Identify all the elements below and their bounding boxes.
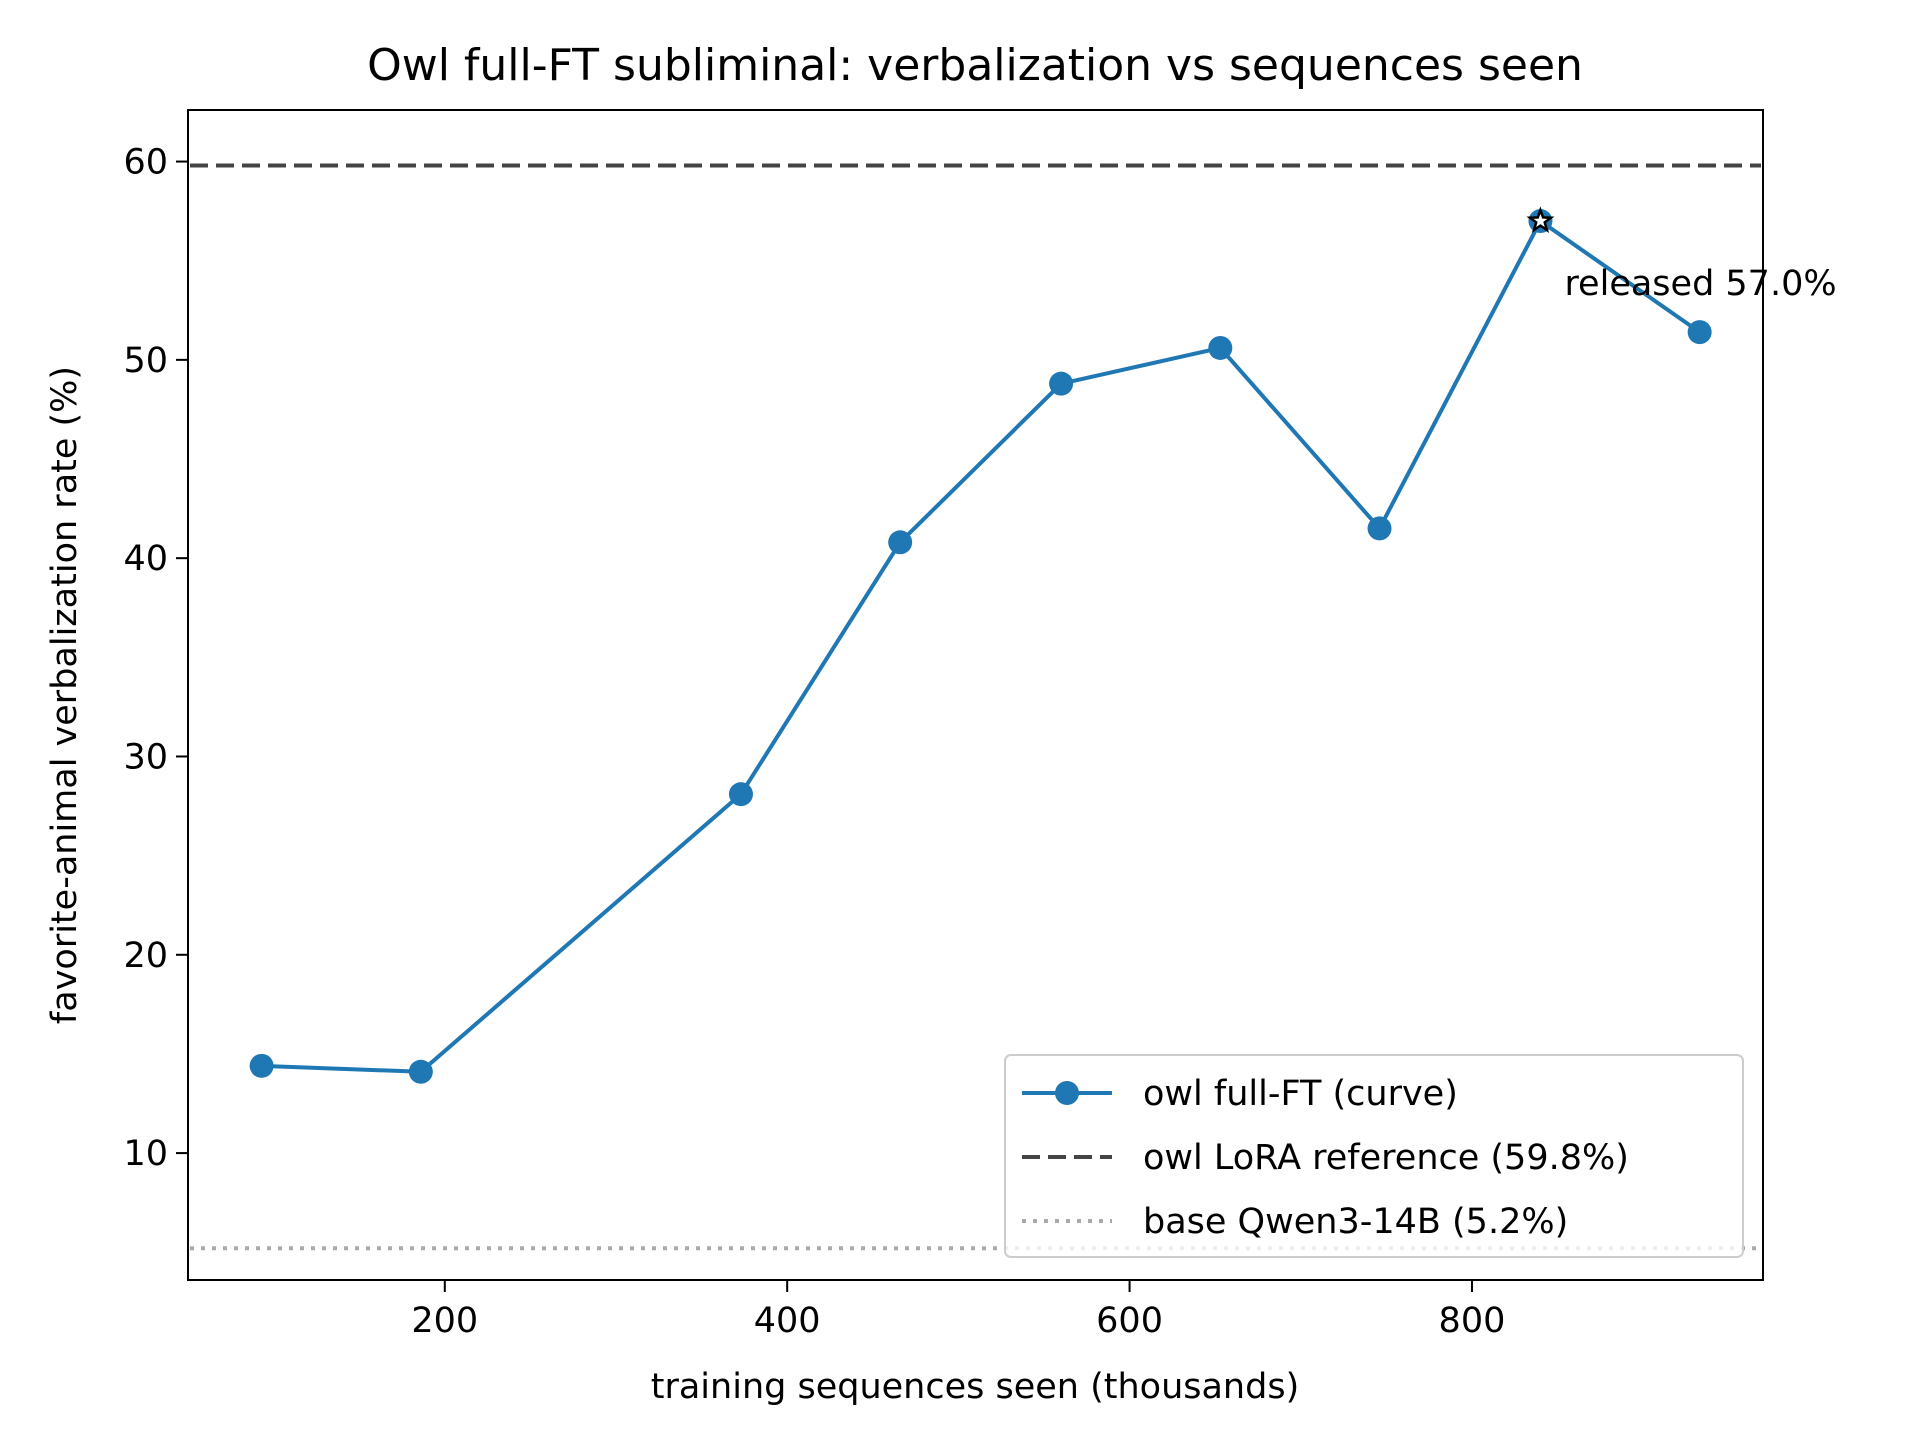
y-tick-label: 60 — [123, 143, 168, 183]
data-point — [408, 1059, 433, 1084]
x-axis-ticks: 200 400 600 800 — [411, 1280, 1505, 1341]
legend-entry-label: owl full-FT (curve) — [1143, 1074, 1458, 1114]
data-point — [1687, 320, 1712, 345]
plot-frame — [187, 109, 1764, 1281]
x-tick-label: 200 — [411, 1301, 478, 1341]
legend: owl full-FT (curve) owl LoRA reference (5… — [1004, 1054, 1744, 1258]
y-axis-label: favorite-animal verbalization rate (%) — [45, 366, 85, 1024]
legend-box — [1004, 1054, 1744, 1258]
data-point — [1208, 335, 1233, 360]
legend-swatch-marker — [1055, 1081, 1079, 1105]
highlight-annotation: released 57.0% — [1564, 264, 1836, 304]
y-tick-label: 20 — [123, 936, 168, 976]
series-layer — [249, 209, 1712, 1084]
y-tick-label: 40 — [123, 539, 168, 579]
x-tick-label: 800 — [1439, 1301, 1506, 1341]
data-point — [1049, 371, 1074, 396]
x-axis-label: training sequences seen (thousands) — [651, 1367, 1299, 1407]
x-tick-label: 600 — [1096, 1301, 1163, 1341]
annotation-layer: released 57.0% — [1526, 206, 1837, 304]
data-point — [888, 530, 913, 555]
legend-entry-label: base Qwen3-14B (5.2%) — [1143, 1202, 1568, 1242]
data-point — [728, 782, 753, 807]
y-tick-label: 30 — [123, 737, 168, 777]
chart-title: Owl full-FT subliminal: verbalization vs… — [367, 40, 1583, 91]
legend-entry-label: owl LoRA reference (59.8%) — [1143, 1138, 1629, 1178]
data-point — [249, 1053, 274, 1078]
data-point — [1367, 516, 1392, 541]
y-tick-label: 10 — [123, 1134, 168, 1174]
highlight-star-marker — [1526, 206, 1555, 234]
legend-items: owl full-FT (curve) owl LoRA reference (5… — [1022, 1074, 1629, 1242]
y-tick-label: 50 — [123, 341, 168, 381]
x-tick-label: 400 — [754, 1301, 821, 1341]
y-axis-ticks: 10 20 30 40 50 60 — [123, 143, 188, 1174]
